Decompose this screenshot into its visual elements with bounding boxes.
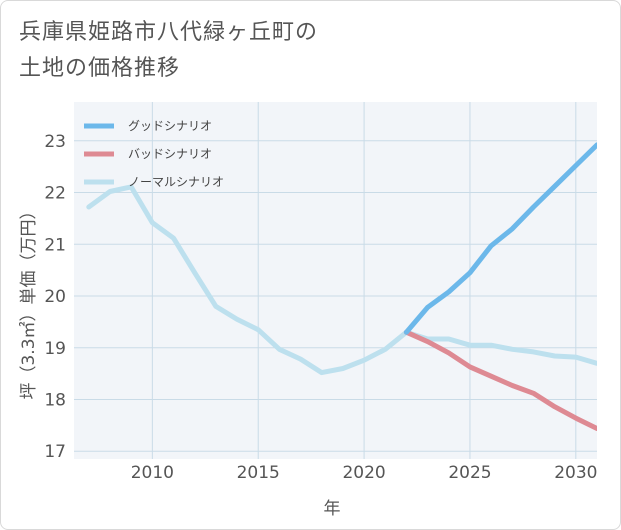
y-tick-22: 22 <box>44 184 66 204</box>
series-lines <box>86 142 597 431</box>
x-tick-2025: 2025 <box>448 463 491 483</box>
y-axis-title: 坪（3.3㎡）単価（万円） <box>19 202 39 399</box>
chart-title-line-1: 兵庫県姫路市八代緑ヶ丘町の <box>19 20 319 45</box>
y-tick-labels: 17 18 19 20 21 22 23 <box>44 132 66 462</box>
x-tick-2015: 2015 <box>237 463 280 483</box>
chart-title: 兵庫県姫路市八代緑ヶ丘町の 土地の価格推移 <box>19 15 318 87</box>
series-line-bad <box>403 329 597 431</box>
y-tick-23: 23 <box>44 132 66 152</box>
x-tick-2030: 2030 <box>554 463 597 483</box>
y-tick-18: 18 <box>44 391 66 411</box>
chart-title-line-2: 土地の価格推移 <box>19 56 181 81</box>
y-tick-19: 19 <box>44 339 66 359</box>
y-tick-21: 21 <box>44 235 66 255</box>
legend-label-bad: バッドシナリオ <box>128 147 212 161</box>
x-axis-title: 年 <box>324 499 341 519</box>
series-line-good <box>403 142 597 335</box>
legend-label-normal: ノーマルシナリオ <box>128 175 224 189</box>
series-line-normal <box>86 184 597 376</box>
y-tick-17: 17 <box>44 442 66 462</box>
grid-lines <box>74 102 597 459</box>
x-tick-labels: 2010 2015 2020 2025 2030 <box>131 463 598 483</box>
x-tick-2020: 2020 <box>342 463 385 483</box>
legend-label-good: グッドシナリオ <box>128 119 212 133</box>
y-tick-20: 20 <box>44 287 66 307</box>
x-tick-2010: 2010 <box>131 463 174 483</box>
